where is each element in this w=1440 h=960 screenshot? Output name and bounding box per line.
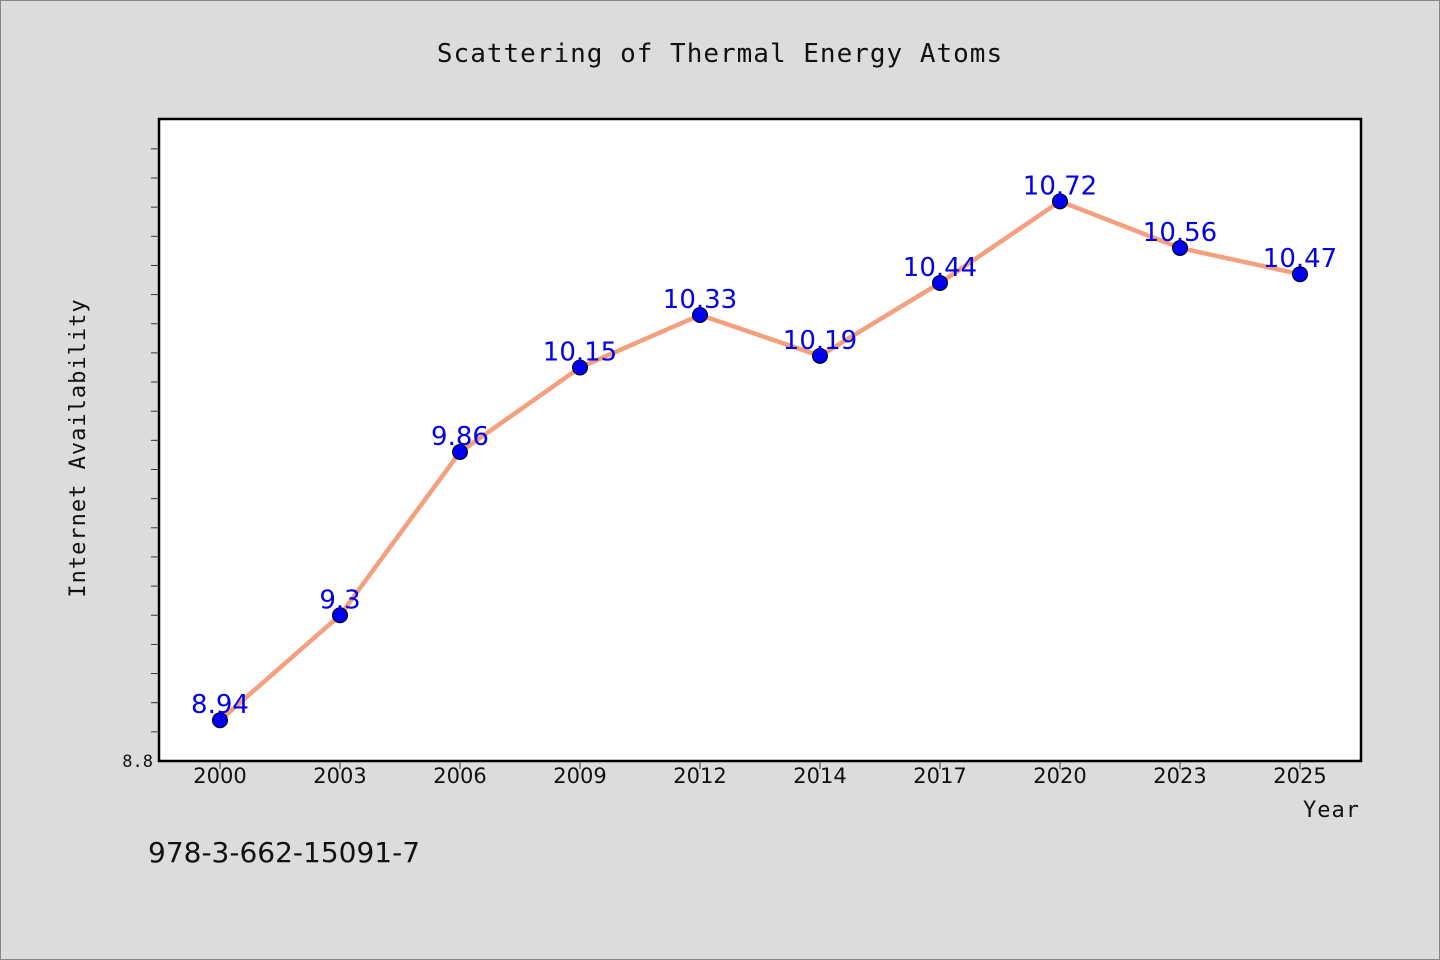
data-point xyxy=(1052,193,1068,210)
data-label: 10.19 xyxy=(783,326,857,356)
data-point xyxy=(452,444,468,461)
y-tick-label: 8.8 xyxy=(122,752,153,772)
data-label: 10.33 xyxy=(663,285,737,315)
x-axis-ticks: 2000 2003 2006 2009 2012 2014 2017 2020 2023 2025 xyxy=(193,761,1327,788)
y-axis-ticks: 8.8 xyxy=(122,148,159,772)
x-tick-label: 2025 xyxy=(1273,764,1326,788)
x-tick-label: 2006 xyxy=(433,764,486,788)
data-point xyxy=(572,359,588,376)
data-point xyxy=(1172,239,1188,256)
data-label: 10.44 xyxy=(903,253,977,283)
chart-title: Scattering of Thermal Energy Atoms xyxy=(437,39,1003,69)
x-tick-label: 2012 xyxy=(673,764,726,788)
footnote-isbn: 978-3-662-15091-7 xyxy=(148,836,420,869)
x-tick-label: 2009 xyxy=(553,764,606,788)
data-label: 9.3 xyxy=(319,585,360,615)
data-label: 10.15 xyxy=(543,337,617,367)
x-tick-label: 2000 xyxy=(193,764,246,788)
data-labels: 8.94 9.3 9.86 10.15 10.33 10.19 10.44 10.72 10.5… xyxy=(191,171,1337,720)
x-axis-label: Year xyxy=(1303,798,1360,823)
data-label: 10.47 xyxy=(1263,244,1337,274)
data-label: 10.72 xyxy=(1023,171,1097,201)
data-point xyxy=(812,347,828,364)
x-tick-label: 2014 xyxy=(793,764,846,788)
data-label: 8.94 xyxy=(191,690,249,720)
data-point xyxy=(932,274,948,291)
data-label: 9.86 xyxy=(431,422,489,452)
series-layer xyxy=(212,193,1308,729)
data-point xyxy=(1292,266,1308,283)
data-point xyxy=(332,607,348,624)
data-point xyxy=(692,307,708,324)
x-tick-label: 2003 xyxy=(313,764,366,788)
series-line xyxy=(218,199,1301,722)
y-axis-label: Internet Availability xyxy=(66,298,91,597)
x-tick-label: 2020 xyxy=(1033,764,1086,788)
plot-area xyxy=(157,117,1363,763)
data-point xyxy=(212,712,228,729)
data-label: 10.56 xyxy=(1143,218,1217,248)
x-tick-label: 2023 xyxy=(1153,764,1206,788)
x-tick-label: 2017 xyxy=(913,764,966,788)
